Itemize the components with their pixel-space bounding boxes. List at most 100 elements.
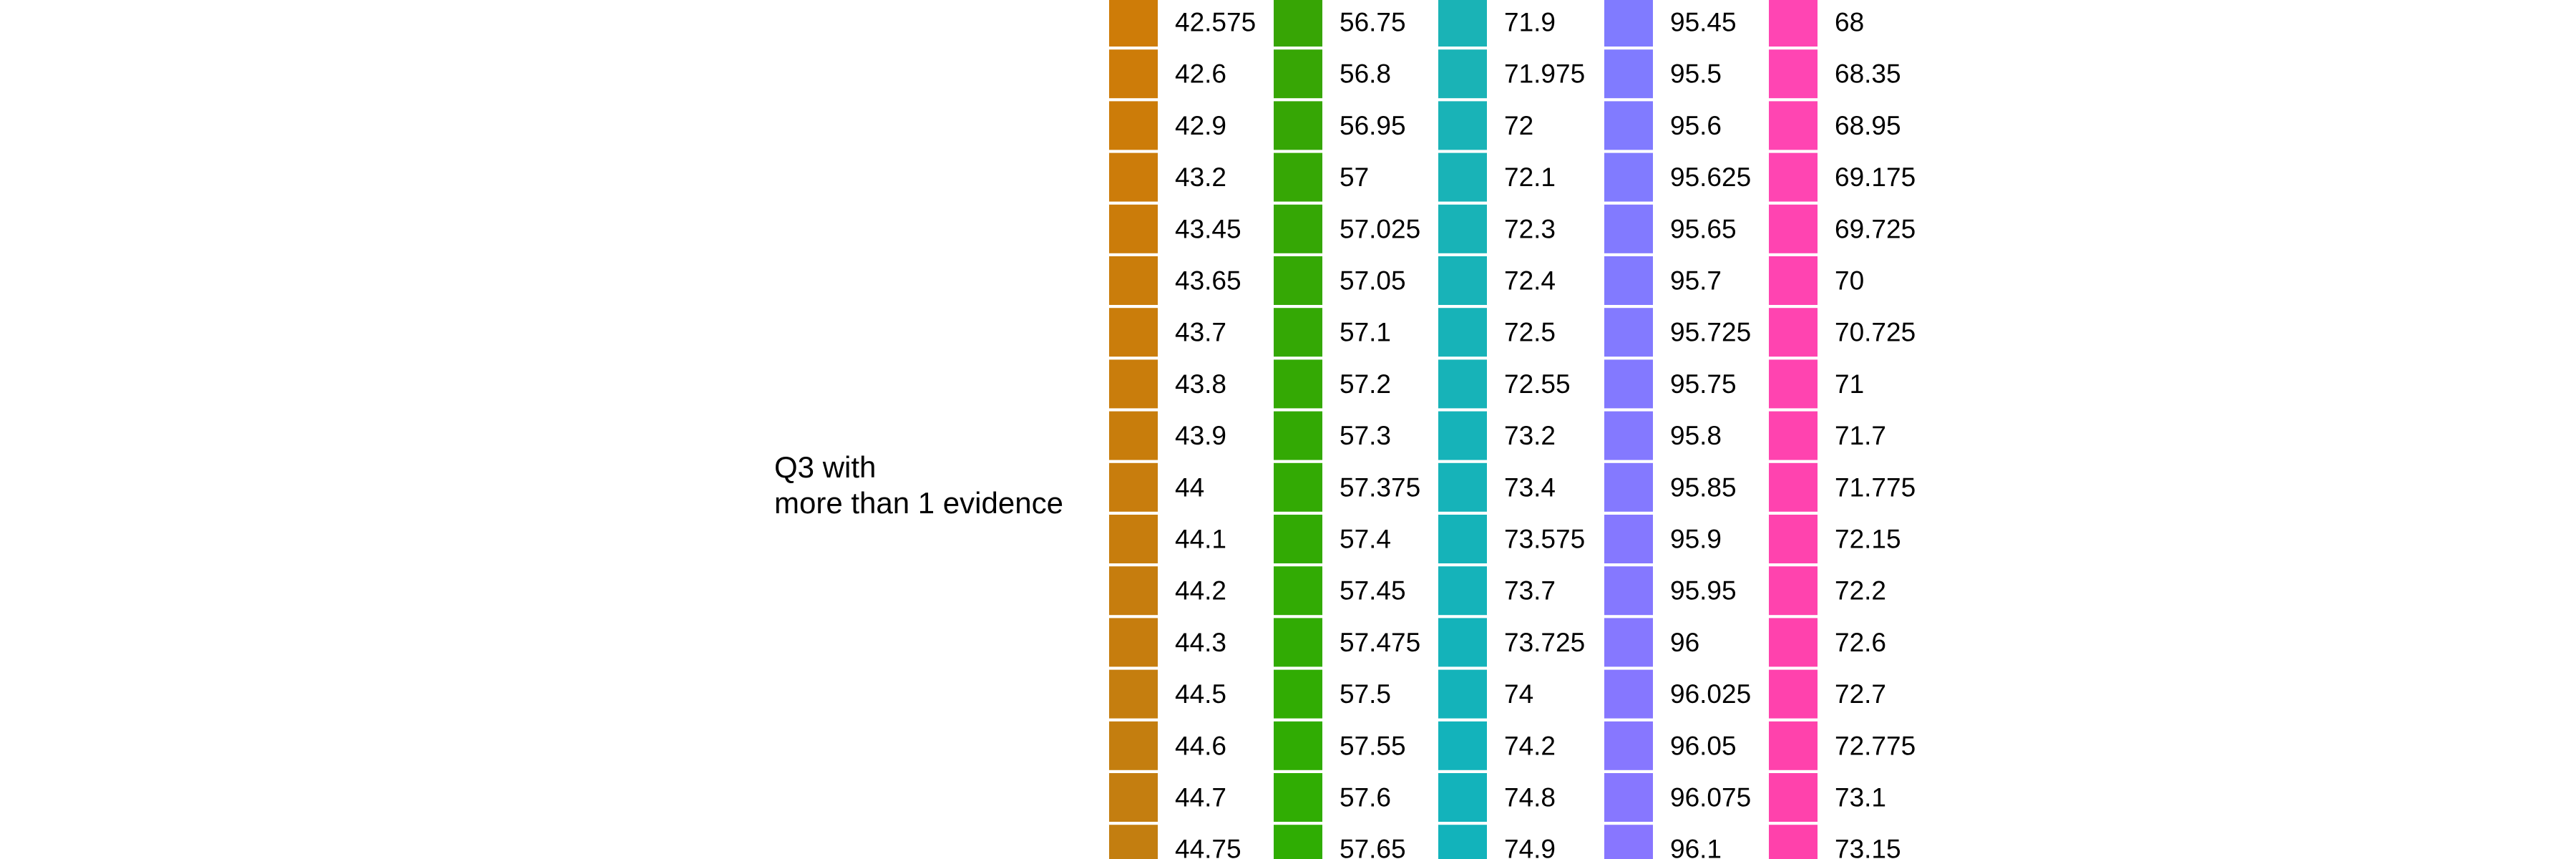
legend-label-c5-r10: 71.775 (1835, 472, 1916, 502)
legend-label-c1-r5: 43.45 (1175, 214, 1241, 243)
legend-key-c3-r1 (1438, 0, 1487, 47)
legend-key-c1-r8 (1109, 359, 1158, 409)
legend-key-c1-r13 (1109, 618, 1158, 667)
legend-key-c3-r16 (1438, 773, 1487, 822)
legend-key-c1-r1 (1109, 0, 1158, 47)
legend-key-c4-r4 (1604, 152, 1653, 202)
legend-title: Q3 with more than 1 evidence (774, 450, 1063, 521)
legend-key-c5-r5 (1769, 204, 1818, 253)
legend-key-c1-r6 (1109, 256, 1158, 305)
legend-label-c1-r2: 42.6 (1175, 59, 1226, 89)
legend-label-c1-r15: 44.6 (1175, 731, 1226, 760)
legend-key-c5-r4 (1769, 152, 1818, 202)
legend-label-c2-r15: 57.55 (1340, 731, 1406, 760)
legend-key-c3-r12 (1438, 566, 1487, 616)
legend-key-c5-r1 (1769, 0, 1818, 47)
legend-label-c1-r16: 44.7 (1175, 783, 1226, 812)
legend-label-c1-r6: 43.65 (1175, 266, 1241, 296)
legend-key-c4-r15 (1604, 721, 1653, 770)
legend-label-c4-r10: 95.85 (1670, 472, 1737, 502)
legend-key-c3-r11 (1438, 515, 1487, 563)
legend-key-c2-r4 (1274, 152, 1322, 202)
legend-label-c3-r15: 74.2 (1504, 731, 1556, 760)
legend-key-c3-r2 (1438, 49, 1487, 99)
legend-label-c5-r2: 68.35 (1835, 59, 1901, 89)
legend-key-c5-r17 (1769, 825, 1818, 859)
legend-label-c3-r5: 72.3 (1504, 214, 1556, 243)
legend-label-c4-r1: 95.45 (1670, 8, 1737, 37)
legend-label-c3-r12: 73.7 (1504, 576, 1556, 606)
legend-label-c1-r1: 42.575 (1175, 8, 1256, 37)
legend-label-c1-r9: 43.9 (1175, 421, 1226, 450)
legend-key-c5-r8 (1769, 359, 1818, 409)
legend-key-c3-r14 (1438, 669, 1487, 719)
legend-key-c3-r15 (1438, 721, 1487, 770)
legend-key-c4-r3 (1604, 101, 1653, 150)
legend-key-c2-r3 (1274, 101, 1322, 150)
legend-label-c2-r5: 57.025 (1340, 214, 1420, 243)
legend-key-c2-r13 (1274, 618, 1322, 667)
legend-label-c1-r8: 43.8 (1175, 369, 1226, 399)
legend-label-c4-r12: 95.95 (1670, 576, 1737, 606)
legend-key-c1-r15 (1109, 721, 1158, 770)
legend-label-c3-r17: 74.9 (1504, 835, 1556, 859)
legend-key-c1-r2 (1109, 49, 1158, 99)
legend-label-c1-r14: 44.5 (1175, 679, 1226, 709)
legend-key-c5-r6 (1769, 256, 1818, 305)
legend-key-c2-r6 (1274, 256, 1322, 305)
legend-label-c3-r8: 72.55 (1504, 369, 1571, 399)
legend-label-c4-r3: 95.6 (1670, 111, 1722, 140)
legend-label-c4-r4: 95.625 (1670, 162, 1751, 192)
legend-key-c1-r9 (1109, 411, 1158, 460)
legend-label-c4-r7: 95.725 (1670, 318, 1751, 347)
legend-key-c2-r12 (1274, 566, 1322, 616)
legend-label-c3-r3: 72 (1504, 111, 1533, 140)
legend-label-c4-r9: 95.8 (1670, 421, 1722, 450)
legend-label-c3-r9: 73.2 (1504, 421, 1556, 450)
legend-label-c4-r11: 95.9 (1670, 525, 1722, 554)
legend-label-c1-r13: 44.3 (1175, 628, 1226, 657)
legend-key-c1-r10 (1109, 462, 1158, 512)
legend-label-c5-r8: 71 (1835, 369, 1864, 399)
legend-key-c2-r17 (1274, 825, 1322, 859)
legend-key-c4-r12 (1604, 566, 1653, 616)
legend-label-c5-r13: 72.6 (1835, 628, 1886, 657)
legend-key-c4-r9 (1604, 411, 1653, 460)
legend-label-c2-r10: 57.375 (1340, 472, 1420, 502)
legend-label-c3-r13: 73.725 (1504, 628, 1585, 657)
legend-key-c3-r5 (1438, 204, 1487, 253)
legend-key-c3-r10 (1438, 462, 1487, 512)
legend-key-c5-r10 (1769, 462, 1818, 512)
legend-label-c5-r16: 73.1 (1835, 783, 1886, 812)
legend-key-c3-r9 (1438, 411, 1487, 460)
legend-key-c1-r11 (1109, 515, 1158, 563)
legend-label-c1-r11: 44.1 (1175, 525, 1226, 554)
legend-key-c4-r7 (1604, 308, 1653, 357)
legend-label-c2-r4: 57 (1340, 162, 1369, 192)
legend-key-c5-r7 (1769, 308, 1818, 357)
legend-key-c2-r8 (1274, 359, 1322, 409)
legend-label-c2-r3: 56.95 (1340, 111, 1406, 140)
legend-key-c4-r14 (1604, 669, 1653, 719)
legend-key-c5-r13 (1769, 618, 1818, 667)
legend-key-c2-r1 (1274, 0, 1322, 47)
legend-label-c5-r4: 69.175 (1835, 162, 1916, 192)
legend-label-c2-r16: 57.6 (1340, 783, 1391, 812)
legend-label-c4-r17: 96.1 (1670, 835, 1722, 859)
legend-key-c1-r3 (1109, 101, 1158, 150)
legend-label-c2-r14: 57.5 (1340, 679, 1391, 709)
legend-key-c2-r7 (1274, 308, 1322, 357)
legend-label-c5-r12: 72.2 (1835, 576, 1886, 606)
legend-key-c3-r6 (1438, 256, 1487, 305)
legend-label-c1-r3: 42.9 (1175, 111, 1226, 140)
legend-key-c5-r3 (1769, 101, 1818, 150)
legend-label-c1-r7: 43.7 (1175, 318, 1226, 347)
legend-key-c4-r6 (1604, 256, 1653, 305)
legend-label-c4-r14: 96.025 (1670, 679, 1751, 709)
legend-key-c4-r13 (1604, 618, 1653, 667)
legend-label-c5-r17: 73.15 (1835, 835, 1901, 859)
legend-label-c5-r14: 72.7 (1835, 679, 1886, 709)
legend-key-c5-r14 (1769, 669, 1818, 719)
legend-label-c5-r15: 72.775 (1835, 731, 1916, 760)
